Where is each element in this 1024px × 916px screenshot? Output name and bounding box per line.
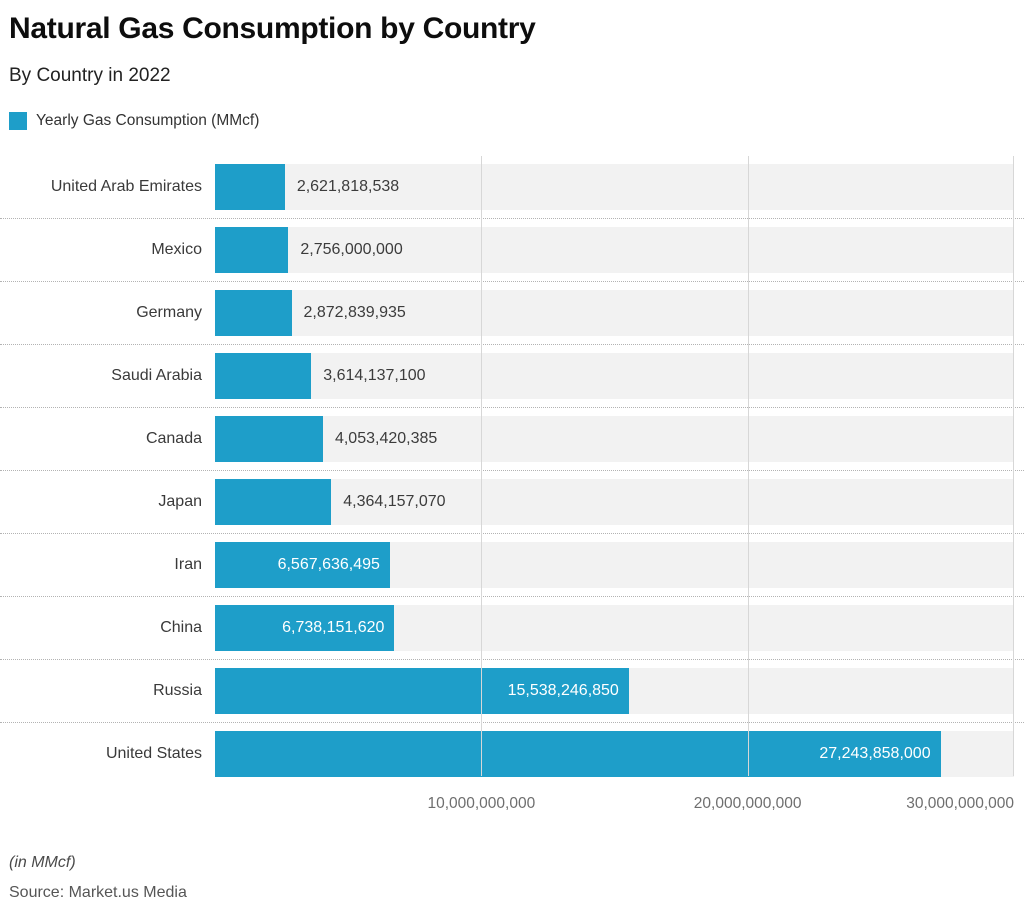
value-label: 27,243,858,000 xyxy=(819,745,931,762)
bar-chart: United Arab Emirates 2,621,818,538 Mexico 2… xyxy=(0,156,1024,817)
value-label: 3,614,137,100 xyxy=(323,367,426,384)
category-label: China xyxy=(160,619,202,636)
bar[interactable] xyxy=(215,227,289,273)
bar-row: Japan 4,364,157,070 xyxy=(0,470,1024,533)
bar-row: Iran 6,567,636,495 xyxy=(0,533,1024,596)
bar[interactable] xyxy=(215,164,285,210)
axis-tick-label: 20,000,000,000 xyxy=(693,795,802,812)
bar[interactable] xyxy=(215,416,323,462)
bar-row: China 6,738,151,620 xyxy=(0,596,1024,659)
chart-subtitle: By Country in 2022 xyxy=(9,65,171,86)
category-label: Canada xyxy=(145,430,202,447)
bar-row: Canada 4,053,420,385 xyxy=(0,407,1024,470)
bar-row: Russia 15,538,246,850 xyxy=(0,659,1024,722)
x-axis: 10,000,000,000 20,000,000,000 30,000,000,0… xyxy=(215,795,1014,817)
bar-track: 6,738,151,620 xyxy=(215,605,1014,651)
chart-title: Natural Gas Consumption by Country xyxy=(9,12,536,45)
source-credit: Source: Market.us Media xyxy=(9,884,187,901)
bar[interactable] xyxy=(215,605,395,651)
category-label: Saudi Arabia xyxy=(111,367,202,384)
bar[interactable] xyxy=(215,290,292,336)
bar-rows: United Arab Emirates 2,621,818,538 Mexico 2… xyxy=(0,156,1024,785)
value-label: 6,567,636,495 xyxy=(277,556,380,573)
legend: Yearly Gas Consumption (MMcf) xyxy=(9,111,1024,131)
chart-footer: (in MMcf) Source: Market.us Media xyxy=(9,853,1024,903)
bar[interactable] xyxy=(215,353,312,399)
bar[interactable] xyxy=(215,731,941,777)
value-label: 6,738,151,620 xyxy=(282,619,385,636)
bar-row: Mexico 2,756,000,000 xyxy=(0,218,1024,281)
category-label: Japan xyxy=(158,493,202,510)
category-label: United Arab Emirates xyxy=(50,178,202,195)
bar-track: 15,538,246,850 xyxy=(215,668,1014,714)
bar-row: Germany 2,872,839,935 xyxy=(0,281,1024,344)
bar-track: 2,756,000,000 xyxy=(215,227,1014,273)
legend-item[interactable]: Yearly Gas Consumption (MMcf) xyxy=(9,112,259,130)
bar-track: 6,567,636,495 xyxy=(215,542,1014,588)
legend-label: Yearly Gas Consumption (MMcf) xyxy=(36,112,260,129)
bar[interactable] xyxy=(215,668,629,714)
bar-track: 4,364,157,070 xyxy=(215,479,1014,525)
value-label: 2,756,000,000 xyxy=(300,241,403,258)
value-label: 4,053,420,385 xyxy=(334,430,438,447)
bar-track: 2,872,839,935 xyxy=(215,290,1014,336)
value-label: 4,364,157,070 xyxy=(343,493,446,510)
value-label: 2,872,839,935 xyxy=(303,304,406,321)
bar-track: 4,053,420,385 xyxy=(215,416,1014,462)
bar-track: 2,621,818,538 xyxy=(215,164,1014,210)
category-label: United States xyxy=(105,745,202,762)
bar-row: Saudi Arabia 3,614,137,100 xyxy=(0,344,1024,407)
category-label: Iran xyxy=(174,556,202,573)
bar-row: United Arab Emirates 2,621,818,538 xyxy=(0,156,1024,218)
axis-tick-label: 10,000,000,000 xyxy=(427,795,536,812)
unit-note: (in MMcf) xyxy=(9,854,76,871)
bar[interactable] xyxy=(215,542,390,588)
category-label: Mexico xyxy=(151,241,202,258)
category-label: Russia xyxy=(153,682,202,699)
value-label: 15,538,246,850 xyxy=(507,682,619,699)
bar-row: United States 27,243,858,000 xyxy=(0,722,1024,785)
value-label: 2,621,818,538 xyxy=(296,178,400,195)
bar[interactable] xyxy=(215,479,332,525)
chart-header: Natural Gas Consumption by Country By Co… xyxy=(9,10,1024,131)
legend-swatch-icon xyxy=(9,112,27,130)
bar-track: 3,614,137,100 xyxy=(215,353,1014,399)
bar-track: 27,243,858,000 xyxy=(215,731,1014,777)
axis-tick-label: 30,000,000,000 xyxy=(906,795,1014,812)
category-label: Germany xyxy=(136,304,202,321)
